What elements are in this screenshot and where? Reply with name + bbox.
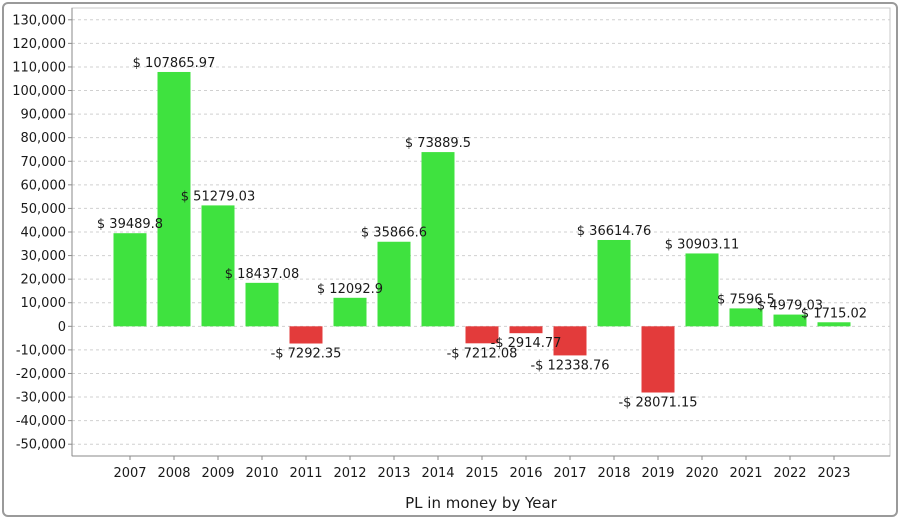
- data-label: $ 18437.08: [225, 267, 299, 282]
- data-label: $ 30903.11: [665, 237, 739, 252]
- data-label: $ 35866.6: [361, 226, 427, 241]
- data-label: $ 51279.03: [181, 189, 255, 204]
- bar-2016: [509, 326, 543, 334]
- y-tick-label: 60,000: [21, 178, 67, 193]
- bar-2022: [773, 314, 807, 327]
- y-tick-label: -40,000: [16, 414, 66, 429]
- bar-2017: [553, 326, 587, 356]
- y-tick-label: 0: [58, 320, 66, 335]
- bar-2021: [729, 308, 763, 327]
- data-label: $ 7596.5: [717, 292, 775, 307]
- bar-2009: [201, 205, 235, 327]
- x-tick-label: 2022: [773, 466, 806, 481]
- y-tick-label: 50,000: [21, 202, 67, 217]
- y-tick-label: 20,000: [21, 273, 67, 288]
- y-tick-label: -10,000: [16, 343, 66, 358]
- data-label: $ 36614.76: [577, 224, 651, 239]
- x-axis-title: PL in money by Year: [405, 494, 558, 512]
- grid-lines: [72, 19, 890, 445]
- data-label: -$ 7212.08: [447, 346, 518, 361]
- bar-2019: [641, 326, 675, 393]
- x-tick-label: 2013: [377, 466, 410, 481]
- bar-2013: [377, 241, 411, 327]
- y-tick-label: 120,000: [12, 37, 66, 52]
- y-tick-label: 90,000: [21, 108, 67, 123]
- x-tick-label: 2009: [201, 466, 234, 481]
- x-tick-label: 2018: [597, 466, 630, 481]
- bar-2008: [157, 71, 191, 327]
- bar-2015: [465, 326, 499, 344]
- y-tick-label: -30,000: [16, 391, 66, 406]
- y-tick-label: 110,000: [12, 60, 66, 75]
- bar-2010: [245, 282, 279, 327]
- x-tick-label: 2016: [509, 466, 542, 481]
- bar-2011: [289, 326, 323, 344]
- y-tick-label: -50,000: [16, 438, 66, 453]
- x-tick-label: 2020: [685, 466, 718, 481]
- data-label: $ 73889.5: [405, 136, 471, 151]
- data-label: -$ 28071.15: [618, 396, 697, 411]
- y-tick-label: 10,000: [21, 296, 67, 311]
- x-tick-label: 2021: [729, 466, 762, 481]
- data-label: $ 107865.97: [133, 56, 216, 71]
- x-tick-label: 2015: [465, 466, 498, 481]
- data-labels: $ 39489.8 $ 107865.97 $ 51279.03 $ 18437.08…: [97, 56, 867, 411]
- x-tick-label: 2011: [289, 466, 322, 481]
- bar-2023: [817, 322, 851, 327]
- data-label: $ 39489.8: [97, 217, 163, 232]
- x-tick-label: 2019: [641, 466, 674, 481]
- bar-2018: [597, 239, 631, 327]
- x-tick-label: 2014: [421, 466, 454, 481]
- x-tick-label: 2012: [333, 466, 366, 481]
- y-tick-label: 80,000: [21, 131, 67, 146]
- data-label: $ 4979.03: [757, 299, 823, 314]
- y-tick-label: 130,000: [12, 13, 66, 28]
- y-tick-label: 40,000: [21, 226, 67, 241]
- x-tick-label: 2010: [245, 466, 278, 481]
- bar-2012: [333, 297, 367, 327]
- data-label: $ 12092.9: [317, 282, 383, 297]
- data-label: -$ 2914.77: [491, 336, 562, 351]
- x-tick-label: 2023: [817, 466, 850, 481]
- axes: 130,000 120,000 110,000 100,000 90,000 80,000…: [12, 7, 891, 481]
- x-tick-label: 2007: [113, 466, 146, 481]
- x-tick-label: 2008: [157, 466, 190, 481]
- y-tick-label: 30,000: [21, 249, 67, 264]
- bar-2014: [421, 152, 455, 327]
- y-tick-label: 70,000: [21, 155, 67, 170]
- data-label: $ 1715.02: [801, 306, 867, 321]
- bar-2007: [113, 233, 147, 327]
- y-tick-label: 100,000: [12, 84, 66, 99]
- y-tick-label: -20,000: [16, 367, 66, 382]
- data-label: -$ 7292.35: [271, 347, 342, 362]
- bars: [113, 71, 851, 393]
- x-tick-label: 2017: [553, 466, 586, 481]
- data-label: -$ 12338.76: [530, 358, 609, 373]
- bar-2020: [685, 253, 719, 327]
